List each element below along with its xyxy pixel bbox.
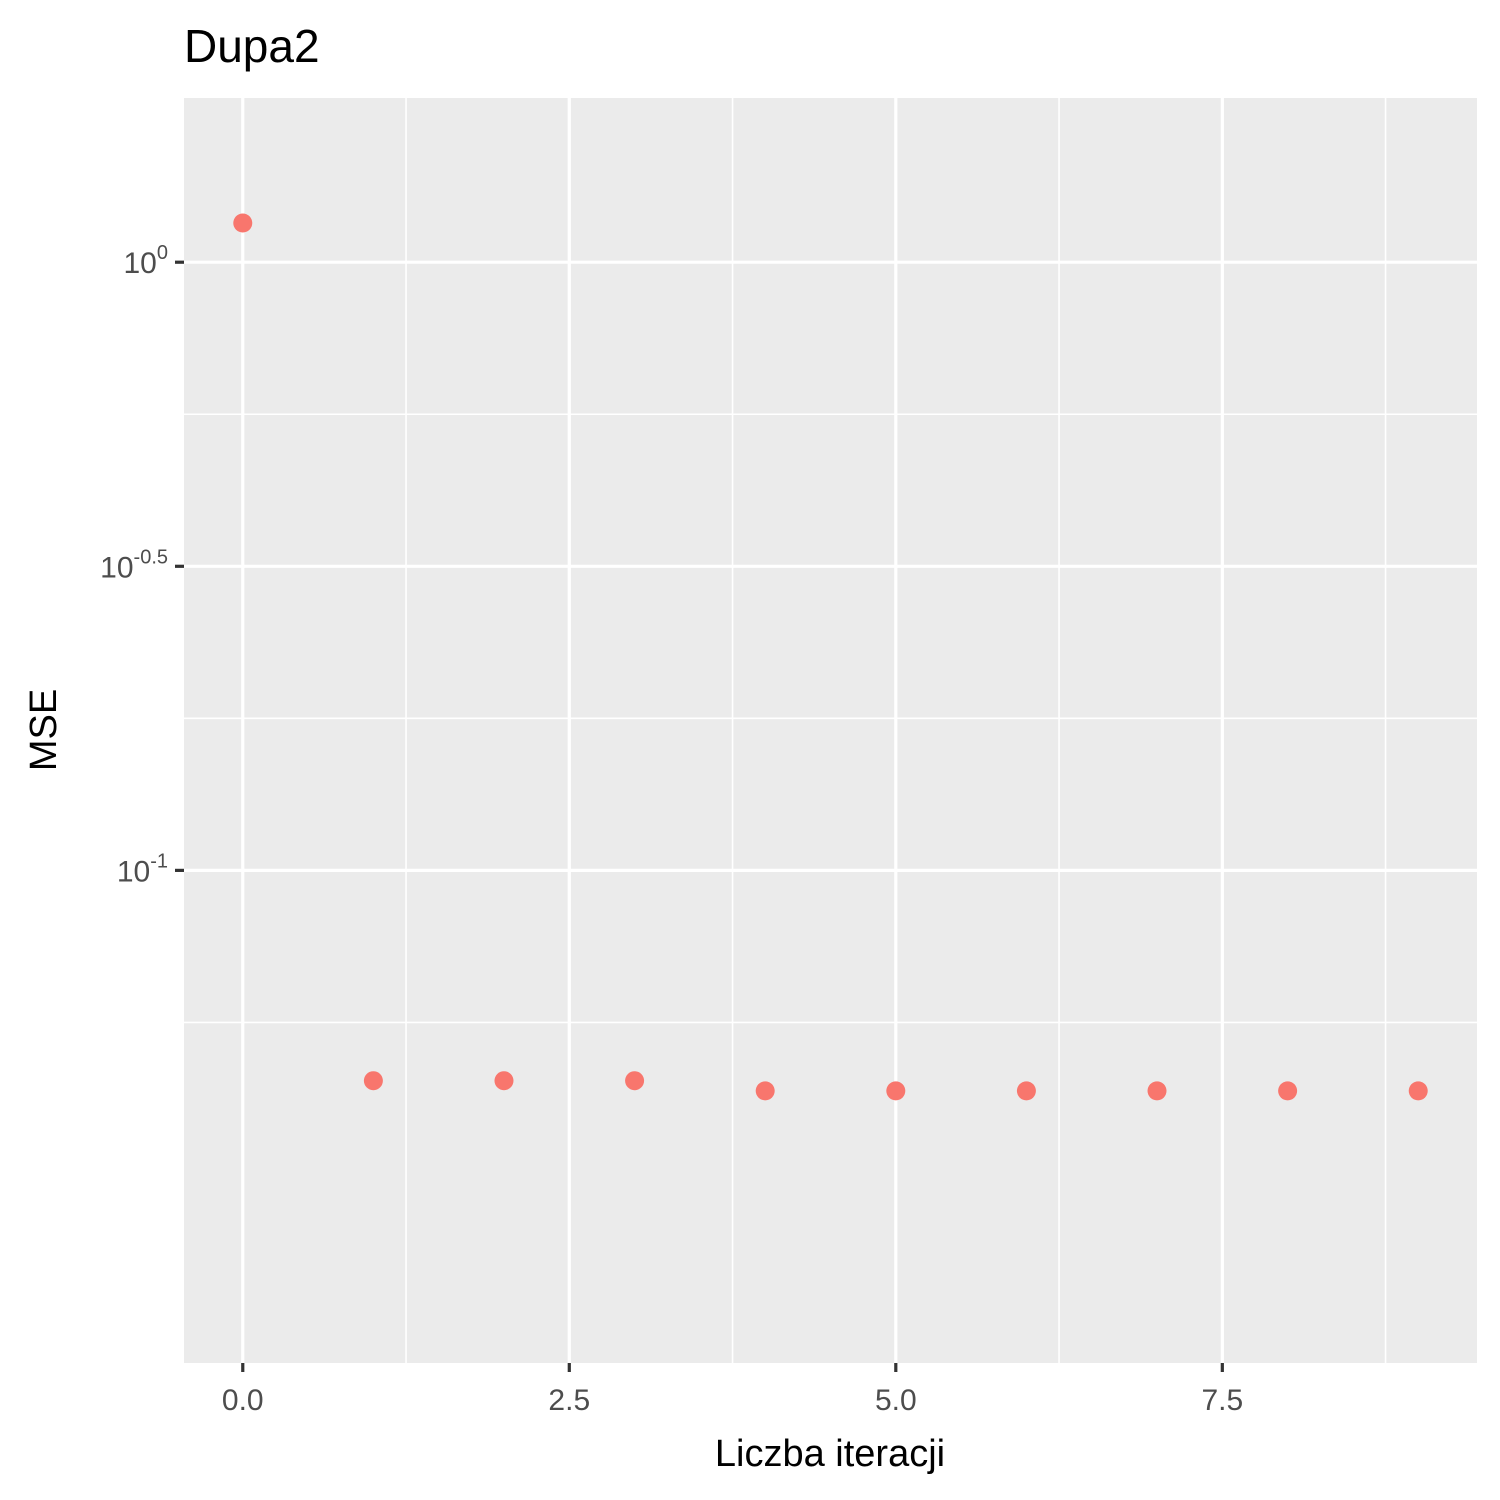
plot-panel <box>184 98 1477 1363</box>
data-point-7 <box>1147 1081 1167 1101</box>
x-tick-label-2: 5.0 <box>875 1384 917 1417</box>
data-point-2 <box>494 1071 514 1091</box>
data-point-3 <box>625 1071 645 1091</box>
x-axis-title: Liczba iteracji <box>715 1433 945 1475</box>
data-points <box>233 213 1428 1101</box>
grid-minor <box>184 98 1477 1363</box>
data-point-0 <box>233 213 253 233</box>
y-tick-label-1: 10-0.5 <box>100 546 168 584</box>
data-point-1 <box>363 1071 383 1091</box>
y-axis: 100 10-0.5 10-1 <box>100 242 184 888</box>
x-tick-label-3: 7.5 <box>1201 1384 1243 1417</box>
data-point-5 <box>886 1081 906 1101</box>
x-tick-label-0: 0.0 <box>222 1384 264 1417</box>
data-point-8 <box>1278 1081 1298 1101</box>
x-axis: 0.0 2.5 5.0 7.5 <box>222 1363 1243 1417</box>
x-tick-label-1: 2.5 <box>548 1384 590 1417</box>
data-point-9 <box>1408 1081 1428 1101</box>
y-tick-label-2: 10-1 <box>117 850 168 888</box>
data-point-6 <box>1016 1081 1036 1101</box>
y-axis-title: MSE <box>23 689 65 771</box>
data-point-4 <box>755 1081 775 1101</box>
y-tick-label-0: 100 <box>124 242 169 280</box>
grid-major <box>184 98 1477 1363</box>
chart-title: Dupa2 <box>184 20 320 72</box>
